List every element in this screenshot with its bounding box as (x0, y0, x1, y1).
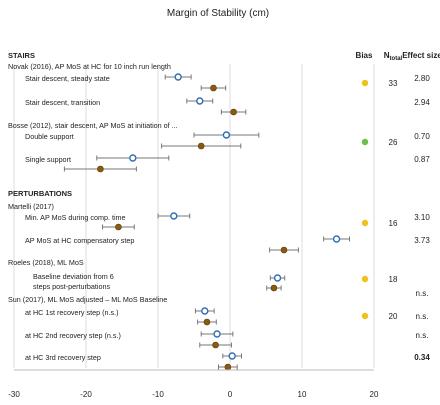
section-heading: PERTURBATIONS (8, 189, 72, 198)
study-label: Sun (2017), ML MoS adjusted – ML MoS Bas… (8, 295, 167, 304)
condition-label: Stair descent, steady state (25, 74, 110, 83)
condition-label: Stair descent, transition (25, 98, 100, 107)
effect-size-value: 2.94 (414, 98, 430, 107)
open-data-point (174, 73, 182, 81)
condition-label: Min. AP MoS during comp. time (25, 213, 126, 222)
study-label: Novak (2016), AP MoS at HC for 10 inch r… (8, 62, 171, 71)
effect-size-value: n.s. (416, 331, 429, 340)
study-label: Bosse (2012), stair descent, AP MoS at i… (8, 121, 178, 130)
condition-label: at HC 3rd recovery step (25, 353, 101, 362)
open-data-point (129, 154, 137, 162)
open-data-point (170, 212, 178, 220)
open-data-point (222, 131, 231, 139)
gridlines (13, 64, 375, 368)
effect-size-value: 0.87 (414, 155, 430, 164)
bias-indicator (361, 219, 369, 227)
open-data-point (213, 330, 221, 338)
effect-size-value: n.s. (416, 312, 429, 321)
bias-indicator (361, 79, 369, 87)
section-heading: STAIRS (8, 51, 35, 60)
x-tick-label: 0 (228, 390, 233, 399)
condition-label: Baseline deviation from 6 (33, 272, 114, 281)
filled-data-point (203, 318, 211, 326)
ntotal-value: 16 (389, 219, 398, 228)
study-label: Martelli (2017) (8, 202, 54, 211)
x-tick-label: -30 (8, 390, 20, 399)
condition-label: Single support (25, 155, 71, 164)
condition-label: at HC 2nd recovery step (n.s.) (25, 331, 121, 340)
ntotal-value: 20 (389, 312, 398, 321)
ntotal-value: 33 (389, 79, 398, 88)
filled-data-point (270, 284, 278, 292)
x-tick-label: -10 (152, 390, 164, 399)
ntotal-value: 18 (389, 275, 398, 284)
effect-size-value: 0.34 (414, 353, 430, 362)
ntotal-header-subscript: total (390, 56, 403, 62)
filled-data-point (97, 165, 104, 173)
filled-data-point (210, 84, 217, 92)
filled-data-point (280, 246, 288, 254)
open-data-point (273, 274, 282, 282)
bias-indicator (361, 275, 369, 283)
bias-indicator (361, 312, 369, 320)
condition-label: AP MoS at HC compensatory step (25, 236, 134, 245)
effect-size-value: 2.80 (414, 74, 430, 83)
filled-data-point (230, 108, 237, 116)
x-tick-label: 20 (370, 390, 379, 399)
ntotal-header-letter: N (384, 51, 390, 60)
effect-size-value: 3.73 (414, 236, 430, 245)
open-data-point (196, 97, 204, 105)
open-data-point (201, 307, 209, 315)
effect-size-value: n.s. (416, 289, 429, 298)
study-label: Roeles (2018), ML MoS (8, 258, 84, 267)
condition-label: Double support (25, 132, 74, 141)
plot-rows: STAIRS Novak (2016), AP MoS at HC for 10 … (8, 51, 430, 371)
effect-size-value: 0.70 (414, 132, 430, 141)
x-axis: -30 -20 -10 0 10 20 (8, 369, 379, 399)
bias-indicator (361, 138, 369, 146)
filled-data-point (115, 223, 122, 231)
x-tick-label: 10 (298, 390, 307, 399)
ntotal-value: 26 (389, 138, 398, 147)
open-data-point (228, 352, 236, 360)
ntotal-column-header: Ntotal (384, 51, 403, 62)
bias-column-header: Bias (356, 51, 373, 60)
open-data-point (332, 235, 341, 243)
filled-data-point (212, 341, 219, 349)
filled-data-point (224, 363, 232, 371)
x-tick-label: -20 (80, 390, 92, 399)
condition-label: at HC 1st recovery step (n.s.) (25, 308, 118, 317)
filled-data-point (197, 142, 205, 150)
effect-size-value: 3.10 (414, 213, 430, 222)
chart-title: Margin of Stability (cm) (167, 8, 269, 19)
effect-size-column-header: Effect size (402, 51, 440, 60)
condition-label: steps post-perturbations (33, 282, 111, 291)
